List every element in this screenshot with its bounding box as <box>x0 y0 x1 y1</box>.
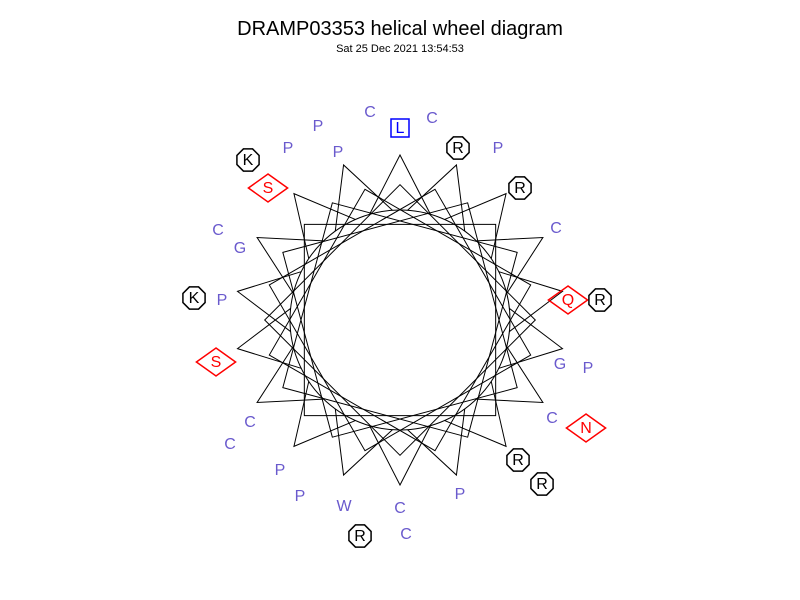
residue-label: K <box>189 290 200 307</box>
residue-label: P <box>333 144 344 161</box>
star-mesh <box>283 203 517 437</box>
residue-label: R <box>452 140 464 157</box>
residue-label: P <box>583 360 594 377</box>
residue-label: C <box>224 436 236 453</box>
star-spike <box>445 194 506 259</box>
star-mesh <box>269 189 530 450</box>
residue-label: N <box>580 420 592 437</box>
residue-label: P <box>295 488 306 505</box>
star-mesh <box>304 224 495 415</box>
residue-label: L <box>396 120 405 137</box>
residue-label: W <box>336 498 352 515</box>
residue-label: R <box>514 180 526 197</box>
star-spike <box>294 381 355 446</box>
star-mesh <box>283 203 517 437</box>
residue-label: C <box>394 500 406 517</box>
residue-label: R <box>512 452 524 469</box>
star-spike <box>294 194 355 259</box>
star-mesh <box>269 189 530 450</box>
residue-label: P <box>313 118 324 135</box>
residue-label: C <box>212 222 224 239</box>
residue-label: C <box>244 414 256 431</box>
residue-label: G <box>234 240 246 257</box>
residue-label: P <box>283 140 294 157</box>
residue-label: R <box>536 476 548 493</box>
residue-label: P <box>275 462 286 479</box>
residue-label: G <box>554 356 566 373</box>
residue-label: P <box>217 292 228 309</box>
residue-label: Q <box>562 292 574 309</box>
star-mesh <box>265 185 536 456</box>
star-spike <box>476 238 543 294</box>
residue-label: C <box>400 526 412 543</box>
residue-label: R <box>354 528 366 545</box>
helical-wheel-diagram: LCCPRPPPRKSCCGQRKPGPSCNCCRRPPPWCCR <box>0 0 800 600</box>
residue-label: R <box>594 292 606 309</box>
star-spike <box>445 381 506 446</box>
residue-label: S <box>211 354 222 371</box>
residue-label: C <box>364 104 376 121</box>
residue-label: C <box>546 410 558 427</box>
residue-label: P <box>455 486 466 503</box>
star-spike <box>476 347 543 403</box>
residue-label: C <box>426 110 438 127</box>
inner-circle <box>290 210 510 430</box>
star-spike <box>257 347 324 403</box>
residue-label: C <box>550 220 562 237</box>
residue-label: K <box>243 152 254 169</box>
residue-label: P <box>493 140 504 157</box>
residue-label: S <box>263 180 274 197</box>
star-spike <box>257 238 324 294</box>
